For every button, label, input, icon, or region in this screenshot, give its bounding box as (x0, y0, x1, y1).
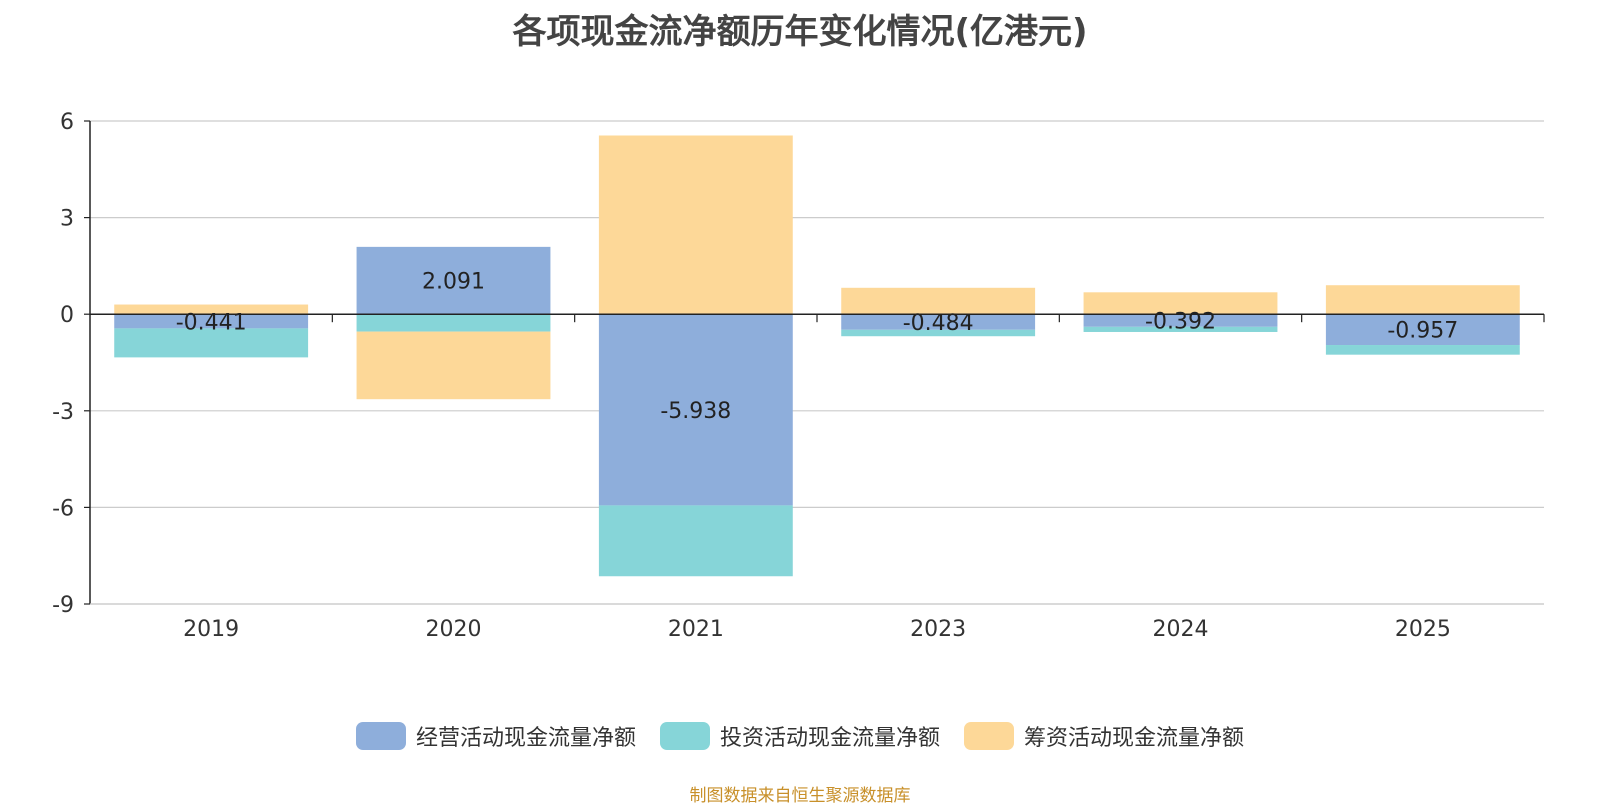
axes: 6 3 0 -3 -6 -9 2019 2020 2021 2023 2024 2025 (52, 110, 1545, 642)
legend-item-financing[interactable]: 筹资活动现金流量净额 (964, 720, 1244, 752)
y-tick-label: 3 (60, 207, 74, 232)
legend-label-operating: 经营活动现金流量净额 (415, 726, 636, 751)
bar-经营活动现金流量净额-2020 (356, 246, 551, 315)
legend-swatch-investing (659, 722, 710, 750)
bar-投资活动现金流量净额-2020 (356, 314, 551, 332)
bar-投资活动现金流量净额-2024 (1083, 326, 1278, 332)
x-tick-label: 2020 (426, 617, 482, 642)
bar-筹资活动现金流量净额-2023 (841, 287, 1036, 315)
legend-label-financing: 筹资活动现金流量净额 (1024, 726, 1245, 751)
data-label: -5.938 (660, 399, 731, 424)
data-label: -0.484 (903, 311, 974, 336)
data-label: -0.441 (176, 310, 247, 335)
y-tick-label: -6 (52, 496, 74, 521)
y-tick-label: -3 (52, 400, 74, 425)
chart-title: 各项现金流净额历年变化情况(亿港元) (512, 12, 1088, 52)
data-labels: -0.441 2.091 -5.938 -0.484 -0.392 -0.957 (176, 270, 1459, 424)
x-tick-label: 2025 (1395, 617, 1451, 642)
bar-经营活动现金流量净额-2024 (1083, 314, 1278, 327)
bar-经营活动现金流量净额-2019 (114, 314, 309, 329)
bars (114, 135, 1520, 577)
x-tick-label: 2019 (183, 617, 239, 642)
legend-swatch-financing (964, 722, 1014, 750)
y-tick-label: -9 (52, 593, 74, 618)
legend-swatch-operating (355, 722, 406, 750)
bar-筹资活动现金流量净额-2024 (1083, 292, 1278, 315)
y-tick-label: 0 (60, 303, 74, 328)
bar-筹资活动现金流量净额-2025 (1325, 285, 1520, 315)
legend-item-operating[interactable]: 经营活动现金流量净额 (355, 720, 636, 752)
legend-label-investing: 投资活动现金流量净额 (719, 726, 940, 751)
x-tick-label: 2024 (1153, 617, 1209, 642)
bar-经营活动现金流量净额-2025 (1325, 314, 1520, 346)
bar-经营活动现金流量净额-2021 (598, 314, 793, 506)
data-label: 2.091 (422, 270, 485, 295)
bar-投资活动现金流量净额-2023 (841, 329, 1036, 337)
x-tick-label: 2023 (910, 617, 966, 642)
legend: 经营活动现金流量净额 投资活动现金流量净额 筹资活动现金流量净额 (0, 720, 1600, 752)
bar-筹资活动现金流量净额-2020 (356, 331, 551, 400)
legend-item-investing[interactable]: 投资活动现金流量净额 (659, 720, 940, 752)
bar-投资活动现金流量净额-2021 (598, 505, 793, 577)
bar-筹资活动现金流量净额-2019 (114, 304, 309, 315)
bar-筹资活动现金流量净额-2021 (598, 135, 793, 315)
bar-投资活动现金流量净额-2025 (1325, 345, 1520, 355)
bar-经营活动现金流量净额-2023 (841, 314, 1036, 330)
data-label: -0.957 (1387, 319, 1458, 344)
x-tick-label: 2021 (668, 617, 724, 642)
data-label: -0.392 (1145, 310, 1216, 335)
source-note: 制图数据来自恒生聚源数据库 (689, 786, 911, 806)
y-tick-label: 6 (60, 110, 74, 135)
grid-lines (90, 120, 1544, 605)
bar-投资活动现金流量净额-2019 (114, 328, 309, 358)
